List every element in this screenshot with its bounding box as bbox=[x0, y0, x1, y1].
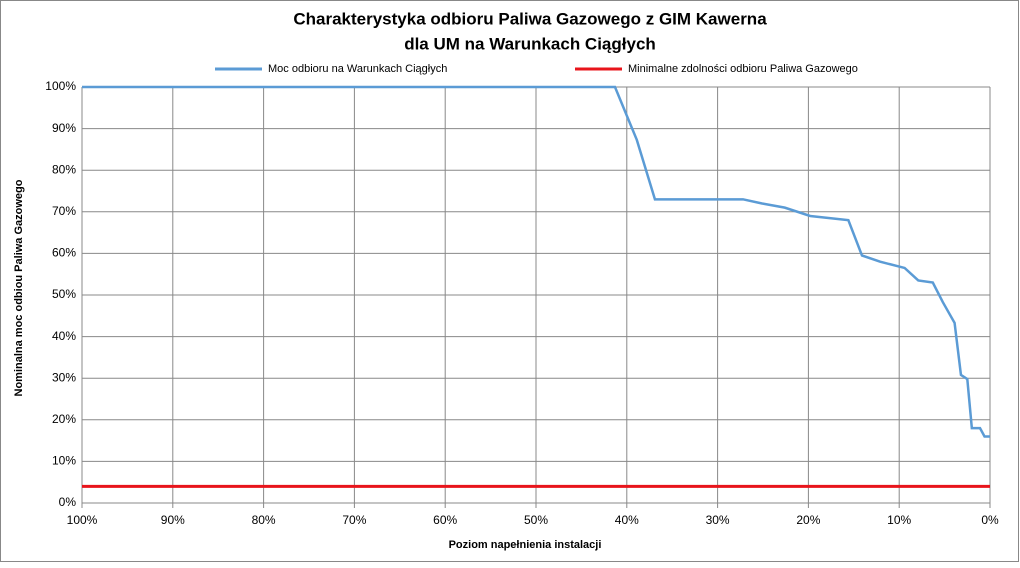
y-tick-label: 10% bbox=[52, 454, 76, 468]
x-tick-label: 80% bbox=[252, 513, 276, 527]
y-tick-label: 90% bbox=[52, 121, 76, 135]
y-tick-label: 40% bbox=[52, 329, 76, 343]
data-line bbox=[82, 85, 990, 438]
y-tick-label: 70% bbox=[52, 204, 76, 218]
y-tick-label: 60% bbox=[52, 246, 76, 260]
x-tick-label: 30% bbox=[706, 513, 730, 527]
x-tick-label: 100% bbox=[67, 513, 98, 527]
chart-title: Charakterystyka odbioru Paliwa Gazowego … bbox=[293, 9, 767, 28]
x-tick-label: 20% bbox=[796, 513, 820, 527]
y-axis-title: Nominalna moc odbiou Paliwa Gazowego bbox=[13, 179, 25, 396]
legend-label: Minimalne zdolności odbioru Paliwa Gazow… bbox=[628, 63, 858, 75]
y-tick-label: 80% bbox=[52, 162, 76, 176]
x-tick-label: 40% bbox=[615, 513, 639, 527]
y-tick-label: 50% bbox=[52, 287, 76, 301]
x-tick-label: 60% bbox=[433, 513, 457, 527]
x-tick-label: 90% bbox=[161, 513, 185, 527]
x-tick-label: 50% bbox=[524, 513, 548, 527]
y-tick-label: 30% bbox=[52, 370, 76, 384]
x-tick-label: 0% bbox=[981, 513, 999, 527]
x-tick-label: 70% bbox=[342, 513, 366, 527]
x-axis-title: Poziom napełnienia instalacji bbox=[449, 539, 602, 551]
y-tick-label: 100% bbox=[45, 79, 76, 93]
y-tick-label: 0% bbox=[59, 495, 77, 509]
chart-title: dla UM na Warunkach Ciągłych bbox=[404, 34, 656, 53]
y-tick-label: 20% bbox=[52, 412, 76, 426]
legend-label: Moc odbioru na Warunkach Ciągłych bbox=[268, 63, 447, 75]
x-tick-label: 10% bbox=[887, 513, 911, 527]
